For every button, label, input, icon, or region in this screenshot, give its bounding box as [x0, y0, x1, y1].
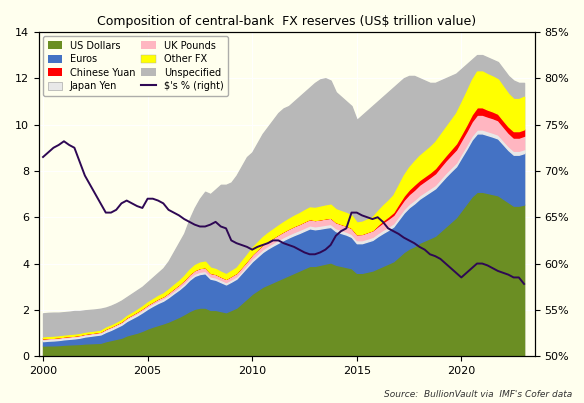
$'s % (right) — [144, 196, 151, 201]
$'s % (right) — [107, 210, 114, 215]
Title: Composition of central-bank  FX reserves (US$ trillion value): Composition of central-bank FX reserves … — [97, 15, 476, 28]
Text: Source:  BullionVault via  IMF's Cofer data: Source: BullionVault via IMF's Cofer dat… — [384, 390, 572, 399]
Legend: US Dollars, Euros, Chinese Yuan, Japan Yen, UK Pounds, Other FX, Unspecified, $': US Dollars, Euros, Chinese Yuan, Japan Y… — [43, 36, 228, 96]
Line: $'s % (right): $'s % (right) — [43, 141, 524, 284]
$'s % (right) — [426, 252, 433, 257]
$'s % (right) — [380, 220, 387, 224]
$'s % (right) — [60, 139, 67, 144]
$'s % (right) — [520, 282, 527, 287]
$'s % (right) — [123, 198, 130, 203]
$'s % (right) — [285, 243, 292, 247]
$'s % (right) — [40, 155, 47, 160]
